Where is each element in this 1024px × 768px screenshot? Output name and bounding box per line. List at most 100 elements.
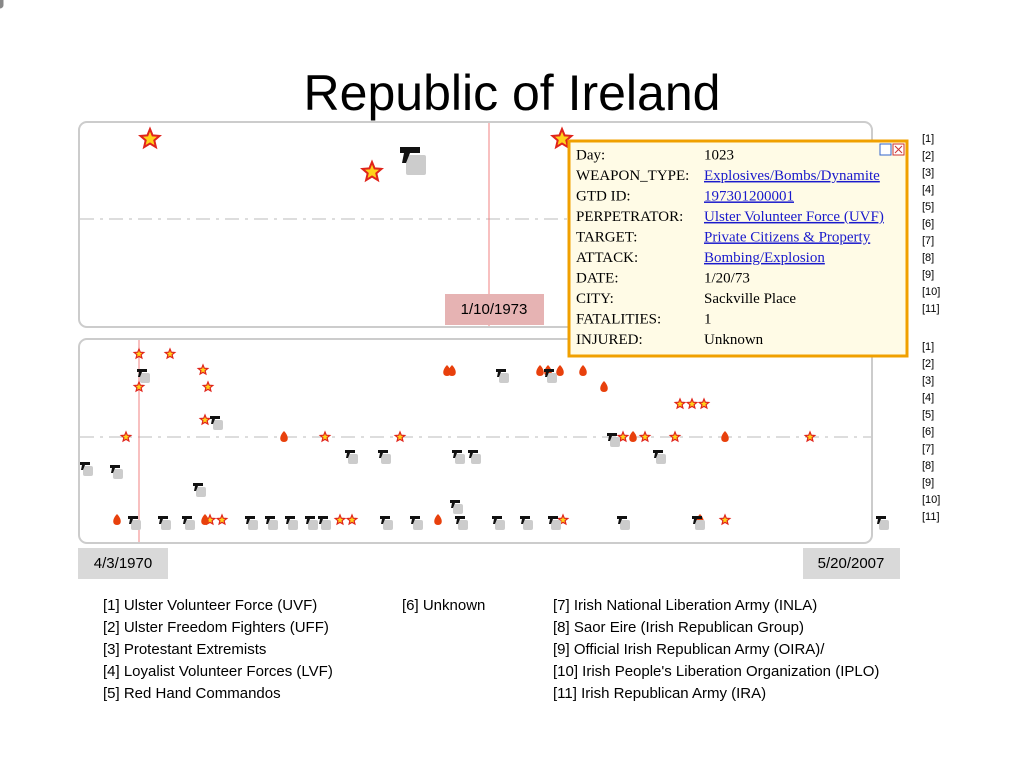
gun-icon — [210, 416, 220, 424]
gun-icon — [193, 483, 203, 491]
gun-shadow — [458, 520, 468, 530]
gun-shadow — [879, 520, 889, 530]
gun-icon — [380, 516, 390, 524]
gun-icon — [544, 369, 554, 377]
tooltip-value: 1/20/73 — [704, 270, 750, 286]
tooltip-key: WEAPON_TYPE: — [576, 168, 689, 184]
tooltip-key: Day: — [576, 147, 605, 163]
lane-label: [8] — [922, 460, 934, 472]
star-icon — [685, 397, 699, 410]
lane-label: [3] — [922, 375, 934, 387]
star-icon — [333, 513, 347, 526]
gun-icon — [245, 516, 255, 524]
gun-shadow — [248, 520, 258, 530]
legend-item: [10] Irish People's Liberation Organizat… — [553, 663, 879, 680]
flame-icon — [448, 365, 456, 376]
gun-shadow — [406, 155, 426, 175]
tooltip-value[interactable]: Explosives/Bombs/Dynamite — [704, 168, 880, 184]
lane-label: [9] — [922, 477, 934, 489]
tooltip-value[interactable]: Bombing/Explosion — [704, 250, 825, 266]
end-date: 5/20/2007 — [818, 555, 885, 572]
gun-shadow — [620, 520, 630, 530]
gun-shadow — [551, 520, 561, 530]
gun-shadow — [140, 373, 150, 383]
event-icons — [0, 0, 889, 530]
tooltip-key: ATTACK: — [576, 250, 638, 266]
flame-icon — [579, 365, 587, 376]
star-icon — [550, 126, 574, 150]
gun-icon — [305, 516, 315, 524]
lane-label: [6] — [922, 426, 934, 438]
legend-item: [2] Ulster Freedom Fighters (UFF) — [103, 619, 329, 636]
star-icon — [638, 430, 652, 443]
tooltip-value[interactable]: 197301200001 — [704, 188, 794, 204]
gun-icon — [265, 516, 275, 524]
legend-item: [5] Red Hand Commandos — [103, 685, 281, 702]
gun-icon — [452, 450, 462, 458]
start-date: 4/3/1970 — [94, 555, 152, 572]
tooltip-value[interactable]: Ulster Volunteer Force (UVF) — [704, 209, 884, 225]
top-date-label: 1/10/1973 — [461, 301, 528, 318]
legend-item: [4] Loyalist Volunteer Forces (LVF) — [103, 663, 333, 680]
star-icon — [318, 430, 332, 443]
lane-label: [10] — [922, 286, 940, 298]
star-icon — [803, 430, 817, 443]
gun-shadow — [453, 504, 463, 514]
gun-shadow — [471, 454, 481, 464]
star-icon — [132, 380, 146, 393]
date-box — [445, 294, 544, 325]
flame-icon — [721, 431, 729, 442]
gun-shadow — [523, 520, 533, 530]
flame-icon — [536, 365, 544, 376]
gun-icon — [492, 516, 502, 524]
star-icon — [673, 397, 687, 410]
star-icon — [132, 347, 146, 360]
star-icon — [668, 430, 682, 443]
tooltip-value[interactable]: Private Citizens & Property — [704, 229, 871, 245]
lane-label: [11] — [922, 303, 940, 315]
gun-icon — [182, 516, 192, 524]
gun-icon — [345, 450, 355, 458]
gun-shadow — [656, 454, 666, 464]
gun-icon — [468, 450, 478, 458]
gun-icon — [285, 516, 295, 524]
tooltip-key: INJURED: — [576, 332, 643, 348]
star-icon — [697, 397, 711, 410]
gun-shadow — [213, 420, 223, 430]
flame-icon — [201, 514, 209, 525]
legend-item: [1] Ulster Volunteer Force (UVF) — [103, 597, 317, 614]
gun-shadow — [113, 469, 123, 479]
tooltip-value: 1023 — [704, 147, 734, 163]
gun-shadow — [268, 520, 278, 530]
tooltip-pin[interactable] — [879, 143, 892, 156]
gun-icon — [410, 516, 420, 524]
tooltip-value: Sackville Place — [704, 291, 796, 307]
lane-label: [6] — [922, 218, 934, 230]
star-icon — [360, 159, 384, 183]
star-icon — [196, 363, 210, 376]
tooltip-value: 1 — [704, 311, 712, 327]
gun-icon — [110, 465, 120, 473]
flame-icon — [434, 514, 442, 525]
star-icon — [119, 430, 133, 443]
star-icon — [198, 413, 212, 426]
gun-shadow — [161, 520, 171, 530]
flame-icon — [600, 381, 608, 392]
gun-shadow — [131, 520, 141, 530]
tooltip-key: CITY: — [576, 291, 614, 307]
legend-item: [3] Protestant Extremists — [103, 641, 266, 658]
tooltip-key: DATE: — [576, 270, 619, 286]
tooltip-key: PERPETRATOR: — [576, 209, 683, 225]
lane-label: [4] — [922, 392, 934, 404]
tooltip-value: Unknown — [704, 332, 764, 348]
gun-icon — [80, 462, 90, 470]
gun-icon — [607, 433, 617, 441]
legend-item: [7] Irish National Liberation Army (INLA… — [553, 597, 817, 614]
gun-shadow — [321, 520, 331, 530]
gun-icon — [318, 516, 328, 524]
gun-shadow — [499, 373, 509, 383]
start-date-box — [78, 548, 168, 579]
tooltip — [567, 139, 909, 358]
gun-icon — [496, 369, 506, 377]
